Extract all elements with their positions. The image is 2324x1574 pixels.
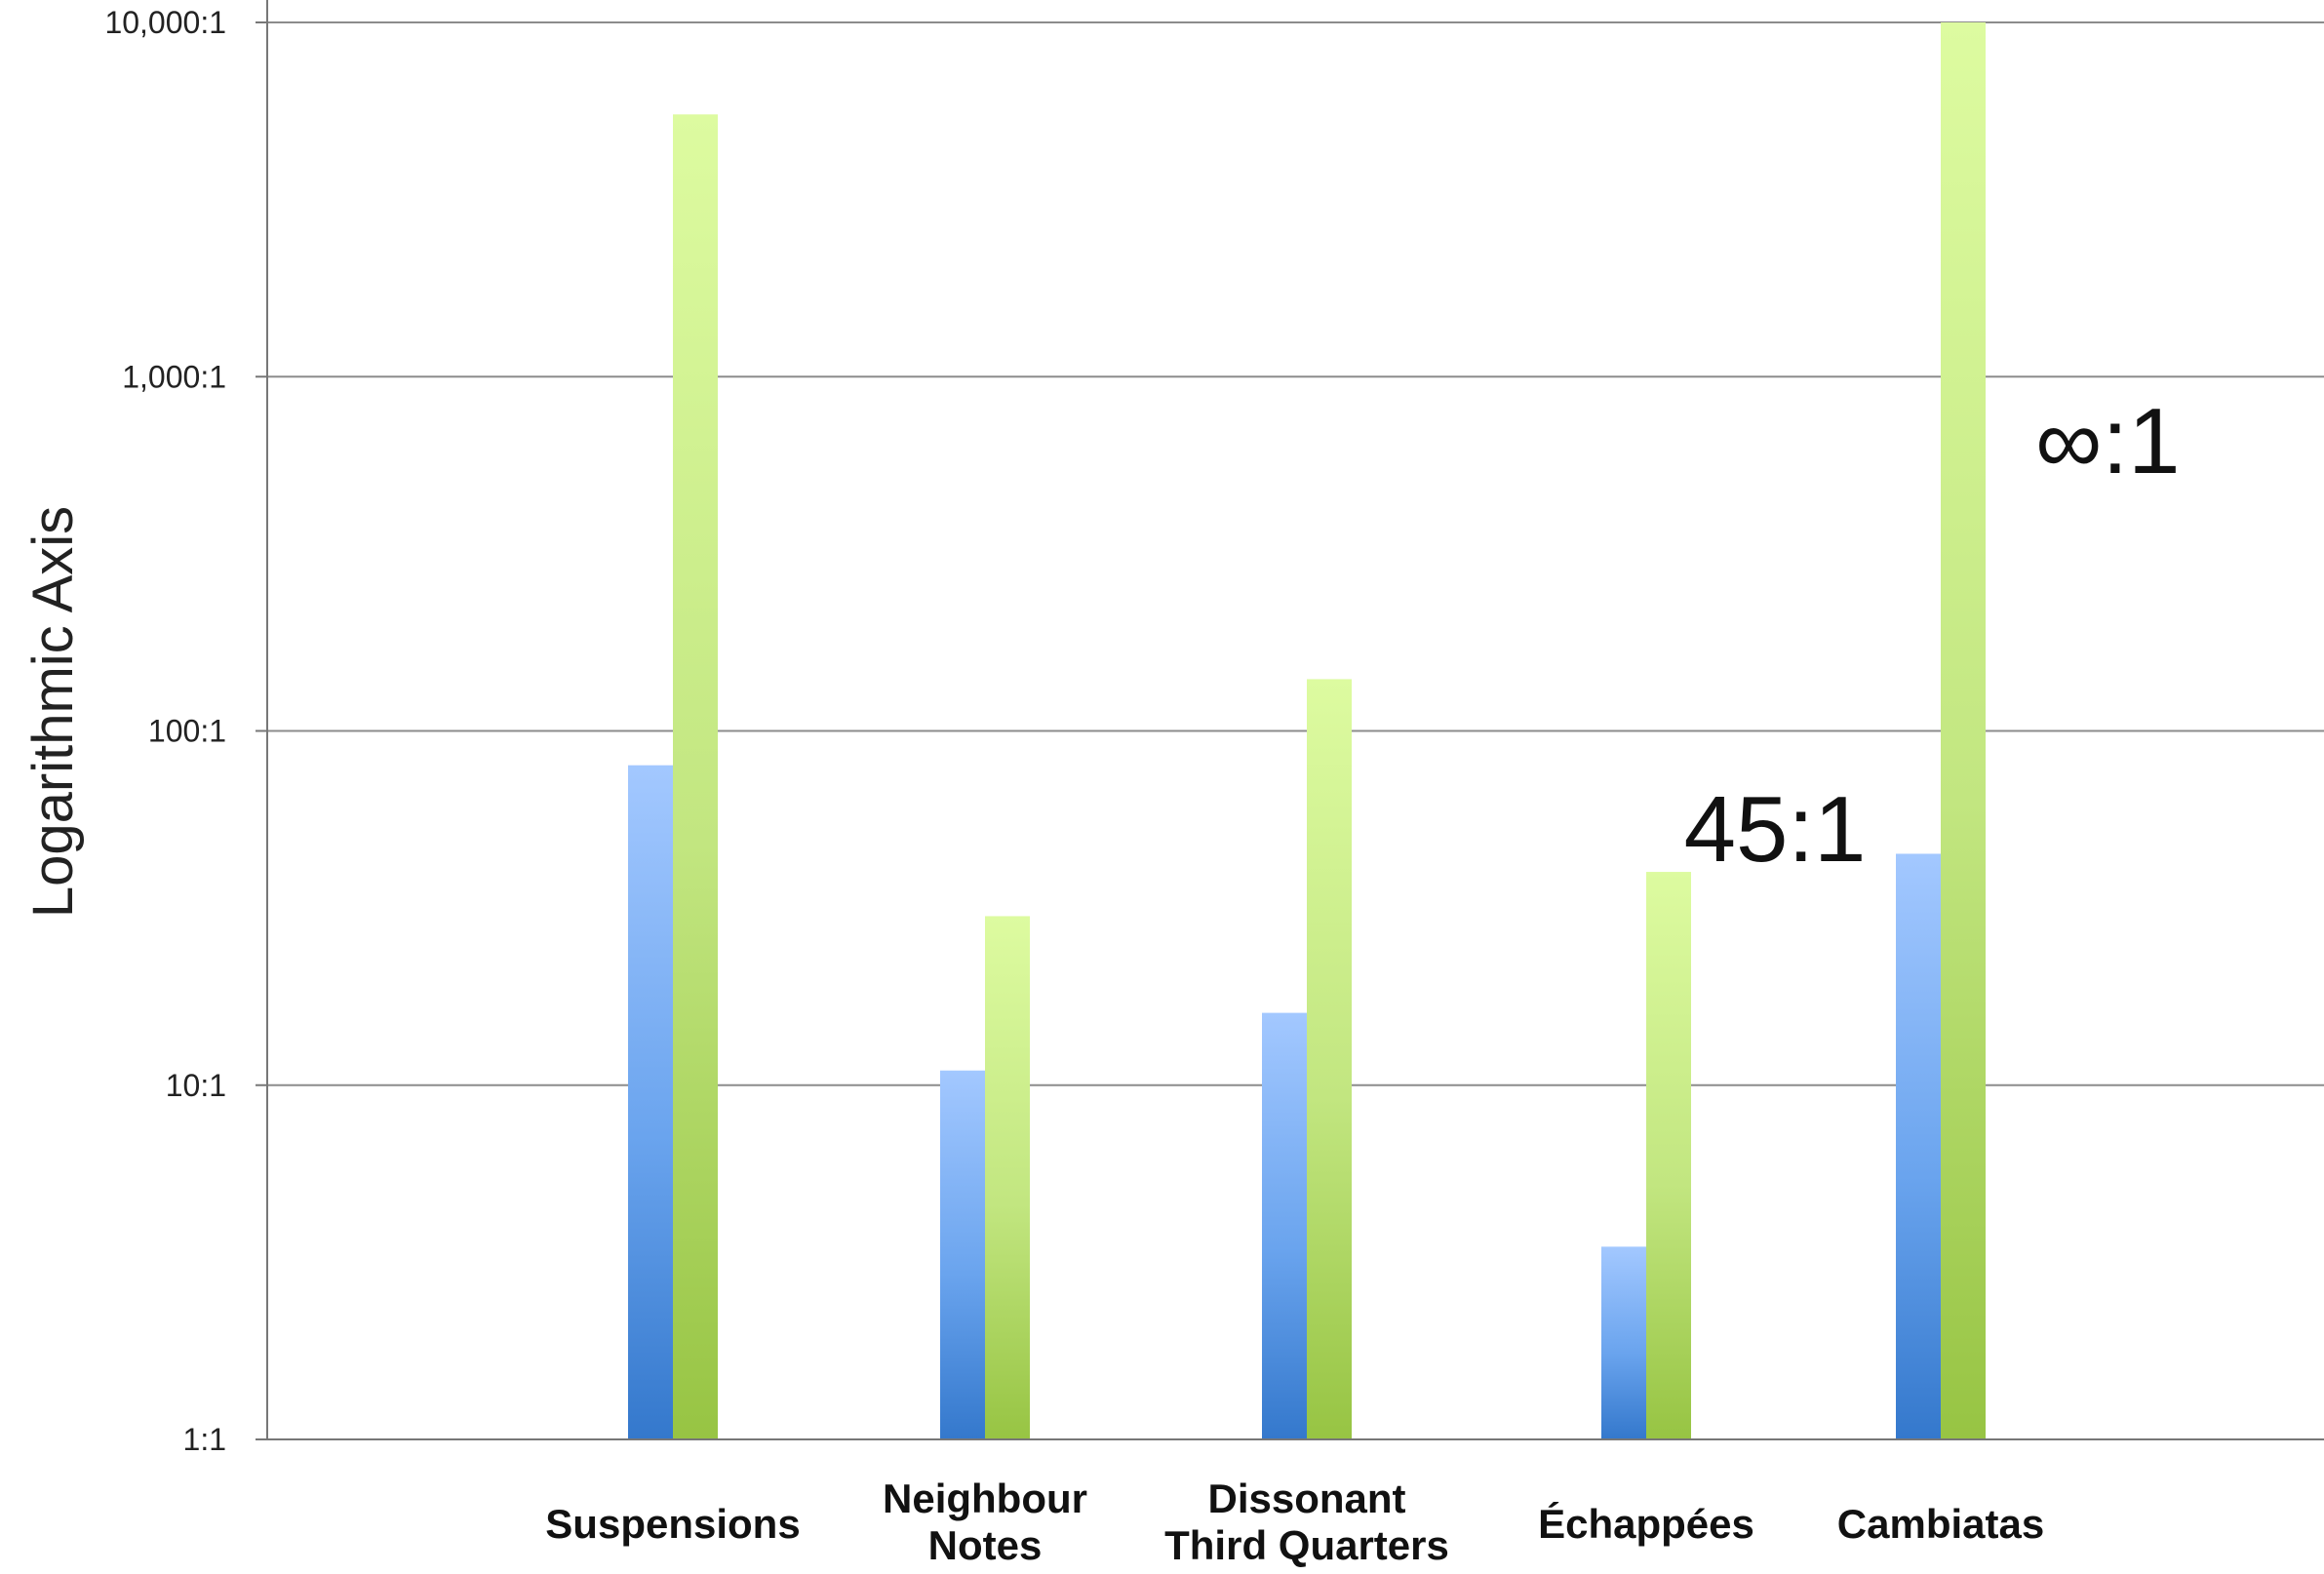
axes	[256, 0, 2324, 1440]
x-category-label: Dissonant	[1207, 1476, 1405, 1521]
annotation-label: ∞:1	[2035, 389, 2181, 493]
bar-series1-cat3	[1646, 872, 1691, 1439]
y-tick-label: 10,000:1	[104, 5, 226, 40]
bar-series0-cat2	[1262, 1012, 1307, 1439]
y-tick-label: 1,000:1	[122, 359, 226, 394]
x-category-label: Échappées	[1538, 1501, 1754, 1547]
bar-series0-cat1	[940, 1070, 985, 1439]
bar-series0-cat4	[1896, 853, 1941, 1439]
y-tick-label: 10:1	[166, 1068, 226, 1103]
x-category-label: Third Quarters	[1164, 1522, 1449, 1568]
bar-series0-cat3	[1601, 1246, 1646, 1439]
bars	[628, 22, 1986, 1440]
labels: 1:1 10:1 100:1 1,000:1 10,000:1 Logarithmic A…	[21, 5, 2181, 1568]
bar-series1-cat2	[1307, 679, 1352, 1439]
x-category-label: Notes	[928, 1522, 1043, 1568]
bar-series1-cat0	[673, 114, 718, 1440]
y-tick-label: 1:1	[183, 1422, 226, 1457]
bar-series1-cat1	[985, 916, 1030, 1439]
bar-series0-cat0	[628, 765, 673, 1439]
y-tick-label: 100:1	[148, 714, 226, 749]
x-category-label: Neighbour	[883, 1476, 1087, 1521]
annotation-label: 45:1	[1684, 777, 1867, 882]
y-axis-title: Logarithmic Axis	[21, 506, 85, 918]
gridlines	[267, 21, 2324, 1086]
x-category-label: Suspensions	[545, 1501, 800, 1547]
bar-series1-cat4	[1941, 22, 1986, 1439]
x-category-label: Cambiatas	[1837, 1501, 2044, 1547]
